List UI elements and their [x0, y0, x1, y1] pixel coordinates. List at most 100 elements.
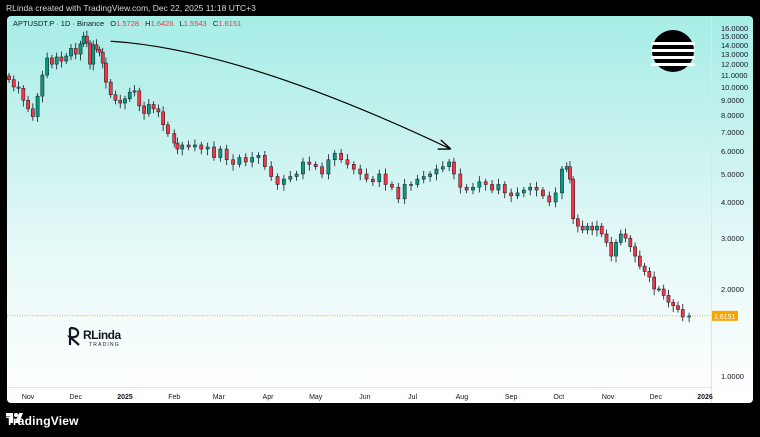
- chart-panel[interactable]: APTUSDT.P · 1D · Binance O1.5728 H1.6426…: [7, 16, 753, 403]
- y-tick-label: 9.0000: [721, 96, 744, 105]
- high-value: H1.6426: [145, 19, 174, 28]
- candle-body: [383, 173, 388, 185]
- time-axis[interactable]: [7, 387, 711, 403]
- candle-body: [680, 309, 685, 318]
- last-price-label: 1.6151: [714, 314, 736, 321]
- rlinda-logo-icon: [67, 326, 80, 346]
- candle-body: [85, 35, 89, 44]
- x-tick-label: Mar: [213, 394, 226, 401]
- candle-body: [599, 225, 604, 235]
- y-tick-label: 5.0000: [721, 170, 744, 179]
- candle-body: [571, 178, 575, 220]
- candle-body: [166, 124, 170, 134]
- y-tick-label: 12.0000: [721, 60, 748, 69]
- candle-body: [243, 157, 248, 163]
- candle-body: [250, 157, 254, 163]
- candle-body: [434, 168, 439, 175]
- rlinda-watermark: RLinda TRADING: [67, 326, 127, 352]
- candle-body: [661, 288, 666, 296]
- low-value: L1.5543: [179, 19, 207, 28]
- candle-body: [156, 108, 161, 113]
- candle-body: [515, 192, 520, 197]
- candle-body: [50, 57, 54, 65]
- candle-body: [521, 189, 526, 194]
- close-value: C1.6151: [212, 19, 242, 28]
- candle-body: [307, 161, 312, 165]
- candle-body: [186, 144, 191, 148]
- candle-body: [377, 173, 382, 183]
- candle-body: [509, 192, 513, 197]
- x-tick-label: Jul: [408, 394, 417, 401]
- candle-body: [45, 57, 49, 76]
- y-tick-label: 16.0000: [721, 24, 748, 33]
- y-tick-label: 7.0000: [721, 128, 744, 137]
- price-axis[interactable]: [711, 16, 753, 403]
- candle-body: [282, 178, 286, 185]
- candle-body: [275, 176, 280, 185]
- x-tick-label: Aug: [456, 394, 469, 401]
- candle-body: [108, 81, 113, 96]
- candle-body: [628, 237, 633, 248]
- candle-body: [471, 186, 475, 191]
- chart-attribution: RLinda created with TradingView.com, Dec…: [6, 3, 256, 13]
- candle-body: [590, 225, 595, 231]
- candle-body: [54, 56, 59, 65]
- x-tick-label: Sep: [505, 394, 518, 401]
- candle-body: [146, 104, 151, 114]
- watermark-name: RLinda: [83, 328, 121, 342]
- y-tick-label: 4.0000: [721, 198, 744, 207]
- candle-body: [151, 104, 156, 110]
- y-tick-label: 10.0000: [721, 83, 748, 92]
- candle-body: [496, 184, 501, 191]
- candle-body: [332, 152, 337, 161]
- candle-body: [7, 75, 11, 80]
- candle-body: [657, 288, 661, 291]
- candle-body: [428, 173, 432, 177]
- candle-body: [351, 164, 356, 170]
- candle-body: [464, 186, 469, 191]
- candle-body: [490, 184, 494, 191]
- x-tick-label: May: [309, 394, 323, 401]
- candle-body: [104, 62, 108, 83]
- candlestick-chart[interactable]: 1.0000 2.0000 3.0000 4.0000 5.0000 6.0000 7.00…: [7, 16, 753, 403]
- y-tick-label: 14.0000: [721, 41, 748, 50]
- candle-body: [687, 315, 691, 318]
- candle-body: [547, 195, 552, 203]
- candle-body: [11, 79, 16, 88]
- candle-body: [502, 184, 507, 194]
- candle-body: [421, 176, 426, 180]
- candle-body: [288, 176, 293, 180]
- last-price-tag: [712, 310, 738, 321]
- candle-body: [618, 233, 623, 243]
- candle-body: [269, 166, 274, 177]
- candle-body: [402, 184, 407, 200]
- candle-body: [452, 161, 456, 175]
- candle-body: [553, 192, 558, 203]
- candle-body: [458, 173, 463, 188]
- candle-body: [595, 225, 599, 231]
- tradingview-footer[interactable]: TradingView: [6, 412, 79, 430]
- candle-body: [59, 56, 64, 62]
- candle-body: [218, 148, 223, 158]
- y-tick-label: 2.0000: [721, 285, 744, 294]
- y-tick-label: 1.0000: [721, 372, 744, 381]
- y-tick-label: 13.0000: [721, 50, 748, 59]
- candle-body: [652, 276, 657, 290]
- candle-body: [580, 225, 585, 231]
- candle-body: [73, 48, 78, 55]
- candle-body: [345, 159, 350, 165]
- candle-body: [666, 295, 671, 303]
- candle-body: [364, 173, 369, 180]
- candle-body: [175, 142, 180, 150]
- candle-body: [604, 233, 609, 243]
- trend-arrow[interactable]: [110, 40, 452, 150]
- candle-body: [396, 186, 401, 200]
- trend-arrow-head: [437, 139, 452, 150]
- candle-body: [94, 44, 99, 50]
- candle-body: [447, 161, 452, 167]
- candle-body: [609, 242, 614, 257]
- candle-body: [623, 233, 628, 239]
- candle-body: [199, 144, 204, 150]
- candle-body: [113, 94, 118, 101]
- candle-body: [676, 305, 680, 310]
